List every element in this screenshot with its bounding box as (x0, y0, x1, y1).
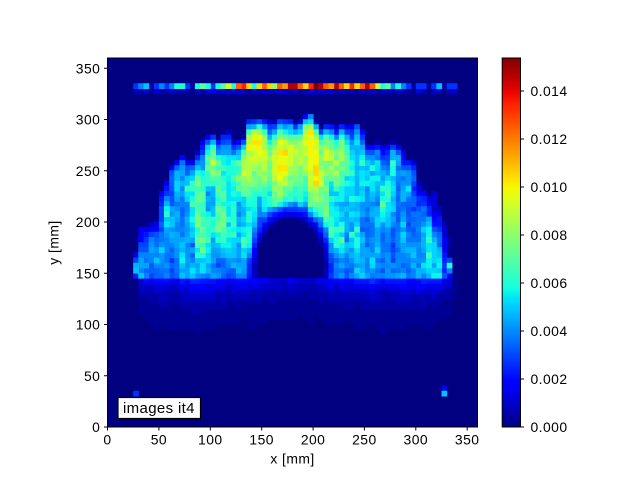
svg-text:0.014: 0.014 (531, 83, 568, 99)
svg-text:350: 350 (76, 60, 101, 76)
svg-text:0: 0 (92, 419, 100, 435)
svg-text:0.012: 0.012 (531, 131, 568, 147)
svg-text:200: 200 (76, 214, 101, 230)
svg-text:350: 350 (455, 432, 480, 448)
svg-text:200: 200 (301, 432, 326, 448)
svg-text:x [mm]: x [mm] (270, 451, 314, 467)
svg-text:250: 250 (76, 163, 101, 179)
svg-text:50: 50 (151, 432, 167, 448)
svg-text:250: 250 (352, 432, 377, 448)
svg-text:50: 50 (84, 368, 100, 384)
svg-text:300: 300 (404, 432, 429, 448)
svg-text:300: 300 (76, 112, 101, 128)
svg-text:0.000: 0.000 (531, 419, 568, 435)
svg-text:150: 150 (249, 432, 274, 448)
svg-text:images it4: images it4 (123, 400, 195, 417)
svg-text:0.004: 0.004 (531, 323, 568, 339)
svg-text:0.006: 0.006 (531, 275, 568, 291)
svg-text:y [mm]: y [mm] (46, 220, 62, 264)
svg-text:0.010: 0.010 (531, 179, 568, 195)
svg-text:100: 100 (76, 317, 101, 333)
svg-text:0.008: 0.008 (531, 227, 568, 243)
svg-text:150: 150 (76, 265, 101, 281)
svg-text:0: 0 (103, 432, 111, 448)
svg-text:0.002: 0.002 (531, 371, 568, 387)
svg-text:100: 100 (198, 432, 223, 448)
